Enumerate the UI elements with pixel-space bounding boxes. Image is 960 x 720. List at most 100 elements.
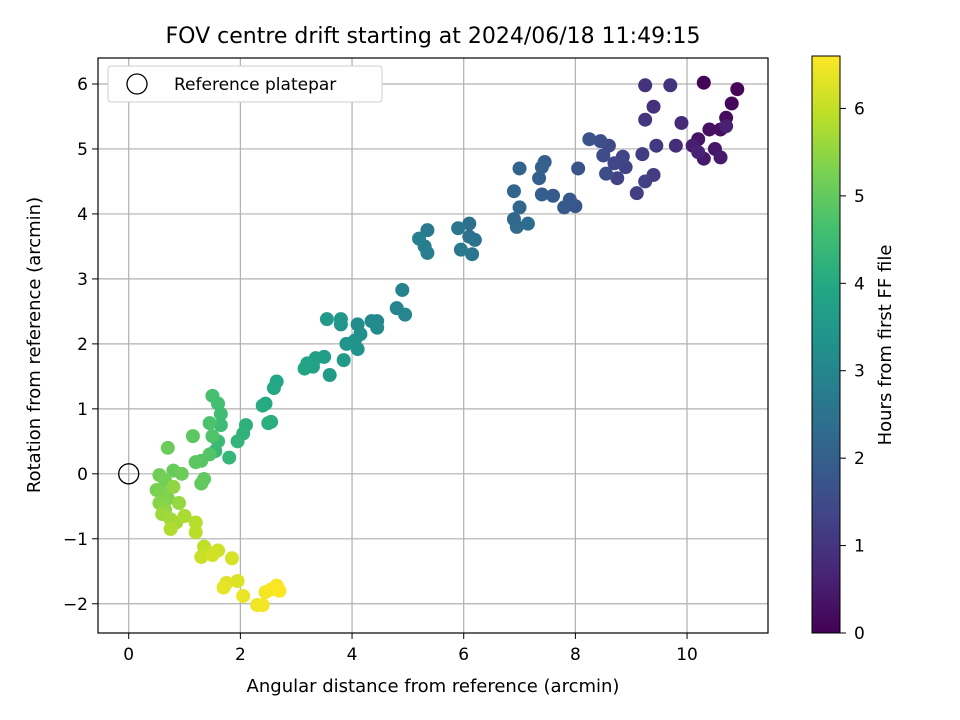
data-point [163, 522, 178, 537]
data-point [532, 171, 547, 186]
data-point [509, 219, 524, 234]
data-point [370, 320, 385, 335]
plot-frame [97, 57, 769, 634]
legend-box [107, 65, 383, 103]
colorbar-tick-label: 6 [854, 99, 865, 119]
data-point [719, 119, 734, 134]
data-point [663, 78, 678, 93]
data-point [350, 342, 365, 357]
data-point [668, 138, 683, 153]
data-point [465, 247, 480, 262]
data-point [674, 115, 689, 130]
data-point [202, 416, 217, 431]
data-point [506, 184, 521, 199]
data-point [160, 440, 175, 455]
data-point [205, 548, 220, 563]
data-point [166, 479, 181, 494]
data-points [149, 75, 745, 613]
data-point [230, 434, 245, 449]
x-tick-label: 8 [570, 645, 581, 665]
data-point [512, 200, 527, 215]
y-tick-label: 5 [77, 140, 88, 160]
data-point [713, 150, 728, 165]
data-point [236, 588, 251, 603]
reference-point [118, 463, 140, 485]
data-point [255, 398, 270, 413]
data-point [702, 122, 717, 137]
data-point [185, 429, 200, 444]
data-point [266, 381, 281, 396]
data-point [171, 496, 186, 511]
data-point [412, 231, 427, 246]
data-point [635, 147, 650, 162]
data-point [188, 515, 203, 530]
data-point [557, 200, 572, 215]
x-tick-label: 0 [123, 645, 134, 665]
data-point [272, 583, 287, 598]
data-point [188, 455, 203, 470]
colorbar-tick-label: 4 [854, 274, 865, 294]
data-point [255, 598, 270, 613]
chart-title: FOV centre drift starting at 2024/06/18 … [166, 24, 701, 49]
data-point [398, 307, 413, 322]
data-point [216, 580, 231, 595]
data-point [599, 166, 614, 181]
data-point [395, 282, 410, 297]
colorbar-tick-label: 5 [854, 187, 865, 207]
data-point [297, 361, 312, 376]
data-point [222, 450, 237, 465]
data-point [582, 132, 597, 147]
data-point [462, 216, 477, 231]
x-tick-label: 6 [458, 645, 469, 665]
x-axis-ticks: 0 2 4 6 8 10 [123, 633, 698, 665]
colorbar-tick-label: 3 [854, 362, 865, 382]
data-point [638, 78, 653, 93]
data-point [571, 161, 586, 176]
colorbar-tick-label: 0 [854, 624, 865, 644]
data-point [638, 174, 653, 189]
data-point [261, 416, 276, 431]
data-point [730, 82, 745, 97]
y-tick-label: 4 [77, 205, 88, 225]
colorbar-gradient [811, 55, 841, 634]
x-axis-label: Angular distance from reference (arcmin) [247, 676, 620, 697]
colorbar-ticks: 0 1 2 3 4 5 6 [840, 99, 865, 644]
y-axis-label: Rotation from reference (arcmin) [24, 197, 45, 493]
data-point [520, 216, 535, 231]
y-tick-label: 2 [77, 335, 88, 355]
data-point [322, 368, 337, 383]
data-point [596, 148, 611, 163]
data-point [451, 221, 466, 236]
data-point [339, 336, 354, 351]
colorbar-tick-label: 2 [854, 449, 865, 469]
data-point [225, 551, 239, 566]
y-tick-label: −2 [63, 595, 88, 615]
x-tick-label: 10 [676, 645, 698, 665]
legend-marker-circle [126, 73, 148, 95]
data-point [593, 134, 608, 149]
data-point [213, 418, 228, 433]
data-point [194, 476, 209, 491]
data-point [724, 96, 739, 111]
y-tick-label: 0 [77, 465, 88, 485]
data-point [336, 353, 351, 368]
reference-marker [118, 463, 140, 485]
data-point [638, 112, 653, 127]
data-point [174, 466, 189, 481]
data-point [646, 99, 661, 114]
legend-label: Reference platepar [174, 75, 336, 95]
colorbar-label: Hours from first FF file [875, 245, 896, 446]
data-point [230, 574, 245, 589]
x-tick-label: 4 [347, 645, 358, 665]
data-point [629, 186, 644, 201]
data-point [205, 388, 220, 403]
data-point [453, 242, 468, 257]
data-point [333, 312, 348, 327]
data-point [205, 429, 220, 444]
data-point [188, 525, 203, 540]
data-point [534, 160, 549, 175]
legend: Reference platepar [107, 65, 383, 103]
x-tick-label: 2 [235, 645, 246, 665]
data-point [194, 549, 209, 564]
